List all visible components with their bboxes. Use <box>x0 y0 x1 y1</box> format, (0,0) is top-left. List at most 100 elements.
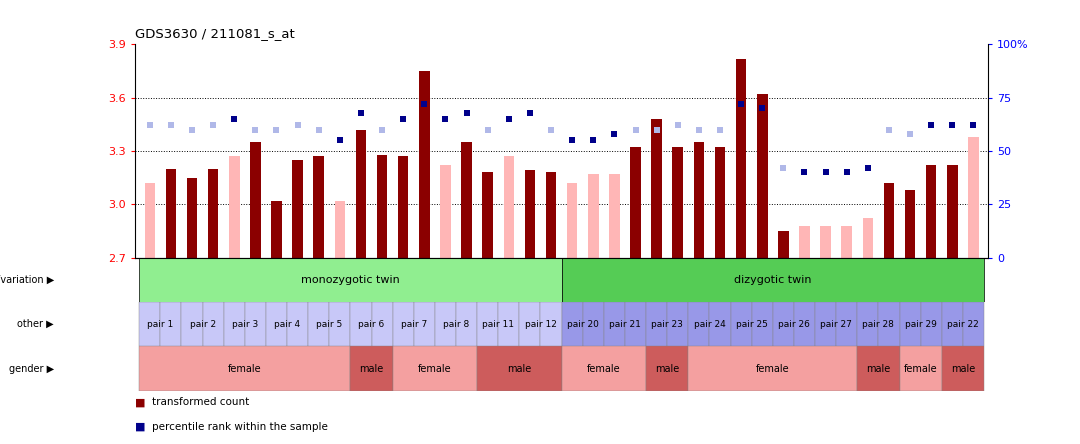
Bar <box>393 346 477 391</box>
Text: pair 22: pair 22 <box>947 320 978 329</box>
Bar <box>203 302 224 346</box>
Bar <box>583 302 604 346</box>
Bar <box>667 302 688 346</box>
Bar <box>329 302 350 346</box>
Text: pair 8: pair 8 <box>443 320 469 329</box>
Bar <box>821 226 831 258</box>
Bar <box>287 302 308 346</box>
Bar <box>540 302 562 346</box>
Bar <box>266 302 287 346</box>
Bar <box>920 302 942 346</box>
Bar <box>730 302 752 346</box>
Bar <box>646 346 688 391</box>
Bar <box>251 142 260 258</box>
Bar <box>588 174 598 258</box>
Bar <box>160 302 181 346</box>
Bar <box>393 302 414 346</box>
Bar <box>710 302 730 346</box>
Bar <box>503 156 514 258</box>
Text: male: male <box>360 364 383 373</box>
Bar <box>456 302 477 346</box>
Text: female: female <box>588 364 621 373</box>
Text: percentile rank within the sample: percentile rank within the sample <box>152 422 328 432</box>
Bar <box>187 178 198 258</box>
Bar <box>863 218 873 258</box>
Bar <box>350 302 372 346</box>
Bar <box>461 142 472 258</box>
Bar <box>947 165 958 258</box>
Text: pair 24: pair 24 <box>693 320 726 329</box>
Text: pair 25: pair 25 <box>735 320 768 329</box>
Text: pair 29: pair 29 <box>905 320 936 329</box>
Bar <box>968 137 978 258</box>
Text: pair 1: pair 1 <box>147 320 174 329</box>
Bar <box>271 201 282 258</box>
Bar <box>673 147 683 258</box>
Bar <box>752 302 773 346</box>
Bar <box>207 169 218 258</box>
Text: female: female <box>228 364 261 373</box>
Bar <box>355 130 366 258</box>
Text: GDS3630 / 211081_s_at: GDS3630 / 211081_s_at <box>135 27 295 40</box>
Bar <box>858 302 878 346</box>
Text: pair 28: pair 28 <box>863 320 894 329</box>
Bar <box>883 183 894 258</box>
Bar <box>963 302 984 346</box>
Text: transformed count: transformed count <box>152 397 249 408</box>
Text: dizygotic twin: dizygotic twin <box>734 275 811 285</box>
Bar <box>858 346 900 391</box>
Bar <box>519 302 540 346</box>
Text: pair 27: pair 27 <box>820 320 852 329</box>
Text: pair 7: pair 7 <box>401 320 427 329</box>
Bar <box>942 302 963 346</box>
Bar <box>688 302 710 346</box>
Bar <box>477 302 498 346</box>
Bar <box>397 156 408 258</box>
Bar <box>942 346 984 391</box>
Bar <box>815 302 836 346</box>
Text: pair 12: pair 12 <box>525 320 556 329</box>
Text: female: female <box>904 364 937 373</box>
Bar <box>441 165 450 258</box>
Bar <box>688 346 858 391</box>
Bar <box>900 302 920 346</box>
Bar <box>905 190 916 258</box>
Bar <box>245 302 266 346</box>
Bar <box>313 156 324 258</box>
Text: pair 23: pair 23 <box>651 320 684 329</box>
Text: pair 6: pair 6 <box>359 320 384 329</box>
Bar <box>651 119 662 258</box>
Bar <box>562 302 583 346</box>
Text: pair 21: pair 21 <box>609 320 640 329</box>
Bar <box>419 71 430 258</box>
Text: other ▶: other ▶ <box>17 319 54 329</box>
Bar <box>335 201 346 258</box>
Bar <box>477 346 562 391</box>
Bar <box>773 302 794 346</box>
Text: pair 20: pair 20 <box>567 320 598 329</box>
Text: male: male <box>656 364 679 373</box>
Bar <box>836 302 858 346</box>
Text: ■: ■ <box>135 422 146 432</box>
Bar <box>308 302 329 346</box>
Bar <box>794 302 815 346</box>
Text: male: male <box>866 364 891 373</box>
Text: male: male <box>950 364 975 373</box>
Bar <box>145 183 156 258</box>
Bar <box>631 147 640 258</box>
Bar <box>435 302 456 346</box>
Bar <box>224 302 245 346</box>
Text: pair 26: pair 26 <box>778 320 810 329</box>
Text: female: female <box>418 364 451 373</box>
Bar <box>926 165 936 258</box>
Bar <box>562 258 984 302</box>
Bar <box>414 302 435 346</box>
Bar <box>377 155 388 258</box>
Bar <box>139 258 562 302</box>
Text: male: male <box>508 364 531 373</box>
Bar <box>878 302 900 346</box>
Text: pair 2: pair 2 <box>189 320 216 329</box>
Bar <box>757 94 768 258</box>
Text: pair 4: pair 4 <box>274 320 300 329</box>
Text: ■: ■ <box>135 397 146 408</box>
